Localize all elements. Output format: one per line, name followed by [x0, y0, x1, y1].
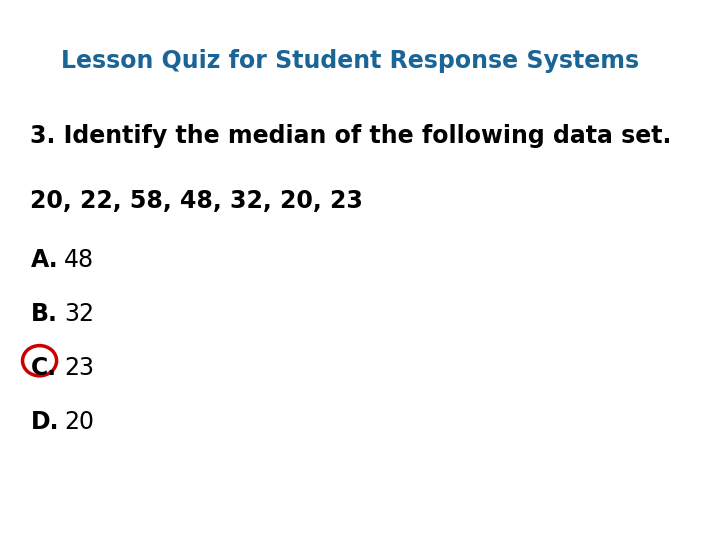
Text: 3. Identify the median of the following data set.: 3. Identify the median of the following … [30, 124, 672, 148]
Text: 48: 48 [64, 248, 94, 272]
Text: 23: 23 [64, 356, 94, 380]
Text: C.: C. [30, 356, 57, 380]
Text: 32: 32 [64, 302, 94, 326]
Text: B.: B. [30, 302, 58, 326]
Text: 20: 20 [64, 410, 94, 434]
Text: A.: A. [30, 248, 58, 272]
Text: 20, 22, 58, 48, 32, 20, 23: 20, 22, 58, 48, 32, 20, 23 [30, 189, 364, 213]
Text: D.: D. [30, 410, 59, 434]
Text: Lesson Quiz for Student Response Systems: Lesson Quiz for Student Response Systems [61, 49, 639, 72]
